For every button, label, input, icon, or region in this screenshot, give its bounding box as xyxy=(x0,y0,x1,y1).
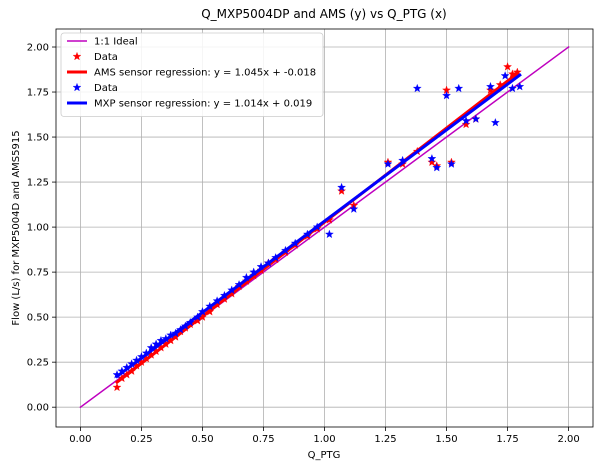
y-tick-label: 1.50 xyxy=(27,133,49,144)
y-tick-label: 1.25 xyxy=(27,178,49,189)
y-tick-label: 2.00 xyxy=(27,43,49,54)
data-point xyxy=(508,83,517,93)
data-point xyxy=(383,159,393,168)
x-tick-label: 1.50 xyxy=(435,434,457,445)
data-point xyxy=(486,82,495,91)
y-tick-label: 0.75 xyxy=(27,268,49,279)
y-tick-label: 1.75 xyxy=(27,88,49,99)
data-point xyxy=(427,154,437,163)
data-point xyxy=(349,204,359,213)
data-point xyxy=(471,114,481,123)
x-axis-label: Q_PTG xyxy=(308,450,341,461)
plot-area xyxy=(79,45,570,409)
data-point xyxy=(515,82,525,91)
data-point xyxy=(461,119,471,129)
regression-line xyxy=(114,73,522,379)
legend-label: AMS sensor regression: y = 1.045x + -0.0… xyxy=(94,68,316,79)
y-axis-label: Flow (L/s) for MXP5004D and AMS5915 xyxy=(11,130,22,325)
data-point xyxy=(337,186,346,195)
data-point xyxy=(337,182,346,192)
data-point xyxy=(442,91,451,100)
data-point xyxy=(490,118,500,127)
y-tick-label: 0.50 xyxy=(27,313,49,324)
x-tick-label: 0.00 xyxy=(69,434,91,445)
legend-label: Data xyxy=(94,83,118,94)
chart-title: Q_MXP5004DP and AMS (y) vs Q_PTG (x) xyxy=(201,7,447,21)
legend-label: 1:1 Ideal xyxy=(94,37,138,48)
x-tick-label: 1.00 xyxy=(313,434,335,445)
data-point xyxy=(112,382,122,392)
data-point xyxy=(324,229,334,239)
data-point xyxy=(412,83,422,93)
y-tick-label: 0.00 xyxy=(27,403,49,414)
x-tick-label: 2.00 xyxy=(557,434,579,445)
x-tick-label: 0.50 xyxy=(191,434,213,445)
legend: 1:1 Ideal Data AMS sensor regression: y = … xyxy=(60,32,324,117)
legend-box xyxy=(60,32,324,117)
legend-item: MXP sensor regression: y = 1.014x + 0.01… xyxy=(67,99,312,110)
x-tick-label: 0.75 xyxy=(252,434,274,445)
legend-label: MXP sensor regression: y = 1.014x + 0.01… xyxy=(94,99,312,110)
data-point xyxy=(461,116,471,125)
data-point xyxy=(447,159,456,168)
data-point xyxy=(503,62,512,71)
legend-item: AMS sensor regression: y = 1.045x + -0.0… xyxy=(67,68,316,79)
y-tick-label: 1.00 xyxy=(27,223,49,234)
legend-label: Data xyxy=(94,52,118,63)
data-point xyxy=(486,85,495,94)
axis-ticks: 0.00 0.25 0.50 0.75 1.00 1.25 1.50 1.75 2.00 0.00… xyxy=(27,43,580,445)
data-point xyxy=(454,83,464,93)
legend-item: Data xyxy=(72,51,118,63)
x-tick-label: 1.25 xyxy=(374,434,396,445)
legend-item: Data xyxy=(72,82,118,94)
x-tick-label: 1.75 xyxy=(496,434,518,445)
y-tick-label: 0.25 xyxy=(27,358,49,369)
data-point xyxy=(432,163,442,172)
data-point xyxy=(500,71,510,80)
legend-item: 1:1 Ideal xyxy=(67,37,138,48)
legend-marker-swatch xyxy=(72,82,82,92)
data-point xyxy=(427,157,437,167)
legend-marker-swatch xyxy=(72,51,82,61)
x-tick-label: 0.25 xyxy=(130,434,152,445)
